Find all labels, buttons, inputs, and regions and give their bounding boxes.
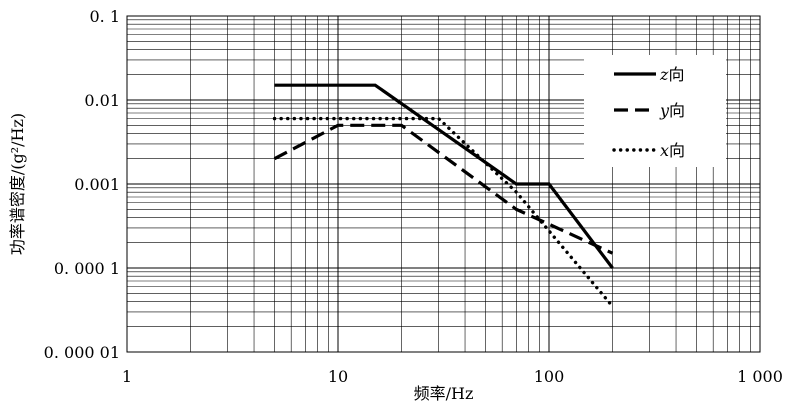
x-tick-labels: 1 10 100 1 000 xyxy=(122,367,783,386)
x-tick-label: 100 xyxy=(534,367,565,386)
legend: z向 y向 x向 xyxy=(584,55,726,167)
y-tick-labels: 0. 1 0.01 0.001 0. 000 1 0. 000 01 xyxy=(44,7,120,362)
x-tick-label: 10 xyxy=(328,367,348,386)
x-axis-label: 频率/Hz xyxy=(414,384,474,403)
x-tick-label: 1 000 xyxy=(737,367,783,386)
y-tick-label: 0.001 xyxy=(74,175,120,194)
series-line-0 xyxy=(274,83,614,269)
plot-frame xyxy=(126,15,761,353)
series-line-1 xyxy=(273,123,614,255)
series-line-2 xyxy=(272,116,615,308)
x-tick-label: 1 xyxy=(122,367,132,386)
legend-label-1: y向 xyxy=(659,101,685,120)
legend-label-2: x向 xyxy=(660,141,685,160)
y-tick-label: 0. 000 01 xyxy=(44,343,120,362)
y-tick-label: 0.01 xyxy=(84,91,120,110)
series-lines xyxy=(272,83,615,308)
y-tick-label: 0. 000 1 xyxy=(54,259,120,278)
y-axis-label: 功率谱密度/(g²/Hz) xyxy=(8,113,27,255)
y-tick-label: 0. 1 xyxy=(89,7,120,26)
legend-label-0: z向 xyxy=(659,65,684,84)
